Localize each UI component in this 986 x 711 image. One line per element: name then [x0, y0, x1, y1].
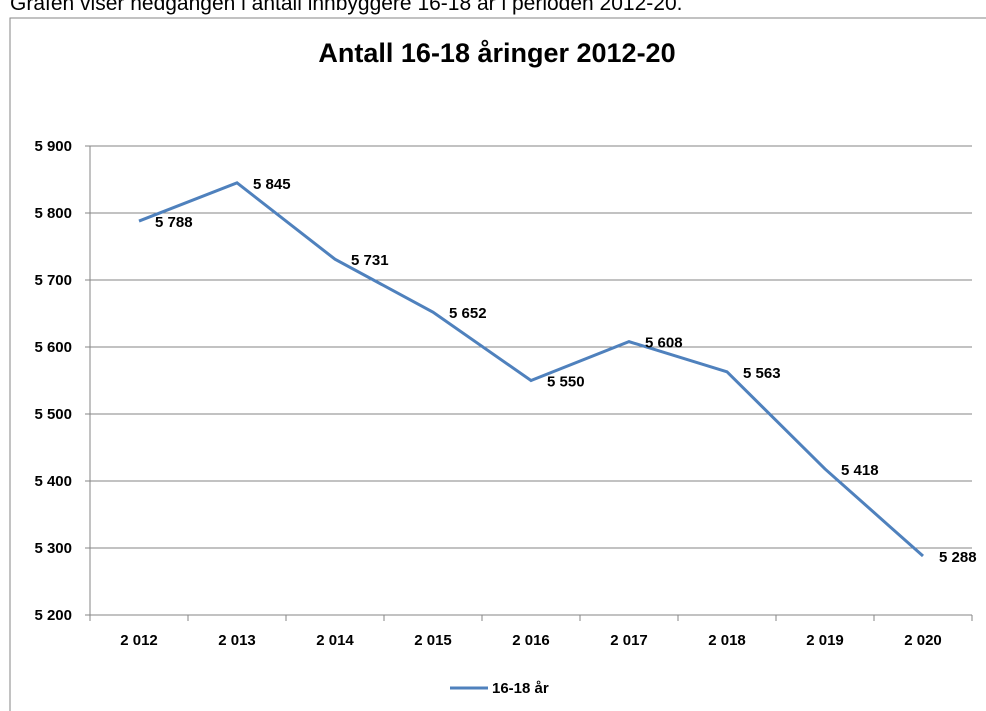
legend-label: 16-18 år: [492, 680, 549, 697]
x-tick-label: 2 013: [218, 632, 256, 649]
y-tick-label: 5 900: [34, 138, 72, 155]
line: [138, 181, 924, 558]
data-label: 5 845: [253, 176, 291, 193]
chart-frame: [9, 17, 986, 711]
data-label: 5 288: [939, 549, 977, 566]
y-tick-label: 5 200: [34, 607, 72, 624]
x-tick-label: 2 019: [806, 632, 844, 649]
x-tick-label: 2 014: [316, 632, 354, 649]
y-tick-label: 5 400: [34, 473, 72, 490]
data-label: 5 563: [743, 365, 781, 382]
x-tick-label: 2 020: [904, 632, 942, 649]
data-label: 5 418: [841, 462, 879, 479]
x-tick-label: 2 015: [414, 632, 452, 649]
y-tick-label: 5 700: [34, 272, 72, 289]
y-tick-label: 5 300: [34, 540, 72, 557]
y-tick-label: 5 500: [34, 406, 72, 423]
x-tick-label: 2 017: [610, 632, 648, 649]
x-tick-label: 2 018: [708, 632, 746, 649]
data-label: 5 731: [351, 252, 389, 269]
x-tick-label: 2 012: [120, 632, 158, 649]
caption: Grafen viser nedgangen i antall innbygge…: [10, 0, 682, 15]
y-tick-label: 5 800: [34, 205, 72, 222]
data-label: 5 608: [645, 335, 683, 352]
data-label: 5 652: [449, 305, 487, 322]
data-label: 5 788: [155, 214, 193, 231]
y-tick-label: 5 600: [34, 339, 72, 356]
data-label: 5 550: [547, 374, 585, 391]
x-tick-label: 2 016: [512, 632, 550, 649]
chart-title: Antall 16-18 åringer 2012-20: [318, 38, 675, 68]
